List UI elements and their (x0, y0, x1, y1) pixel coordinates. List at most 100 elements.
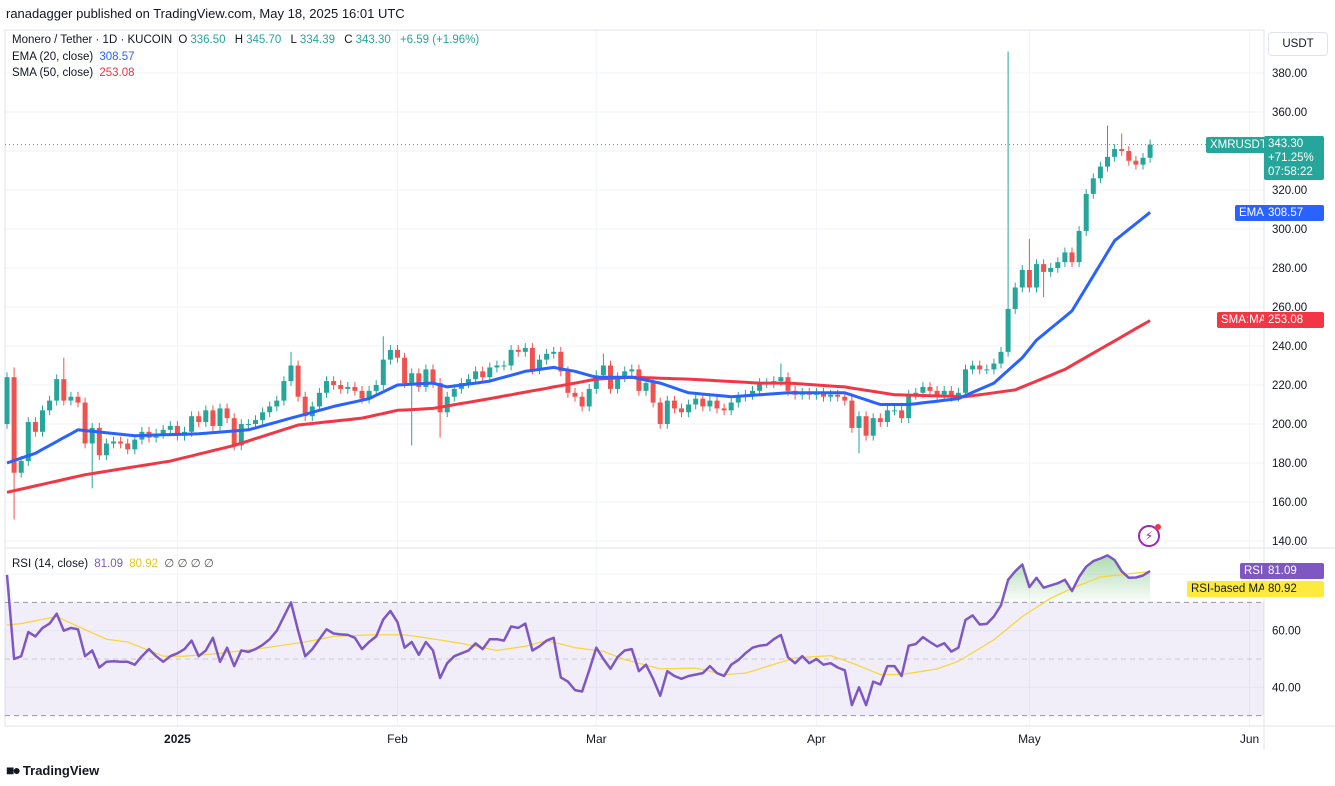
candle-body (884, 410, 890, 423)
candle-body (991, 363, 997, 370)
candle-body (380, 359, 386, 385)
sma-price-tag: 253.08 (1264, 312, 1324, 328)
sma-legend[interactable]: SMA (50, close) 253.08 (12, 67, 138, 79)
candle-body (870, 418, 876, 436)
candle-body (274, 400, 280, 407)
price-tick-label: 200.00 (1272, 419, 1307, 431)
candle-body (224, 408, 230, 419)
symbol-title[interactable]: Monero / Tether · 1D · KUCOIN (12, 34, 173, 46)
symbol-tag: XMRUSDT (1206, 137, 1271, 153)
candle-body (423, 369, 429, 387)
rsi-overbought-fill (7, 555, 1151, 603)
candle-body (863, 416, 869, 436)
sma-tag: SMA:MA (1217, 312, 1271, 328)
candle-body (359, 390, 365, 399)
ema-legend[interactable]: EMA (20, close) 308.57 (12, 51, 138, 63)
candles (4, 51, 1153, 520)
candle-body (1105, 156, 1110, 167)
price-tick-label: 300.00 (1272, 224, 1307, 236)
rsi-price-tag: 81.09 (1264, 563, 1324, 579)
candle-body (977, 365, 983, 370)
rsi-legend[interactable]: RSI (14, close) 81.09 80.92 ∅ ∅ ∅ ∅ (12, 556, 217, 570)
candle-body (324, 381, 329, 393)
candle-body (18, 461, 24, 473)
candle-body (735, 396, 741, 403)
candle-body (267, 406, 273, 413)
rsi-tag: RSI (1240, 563, 1268, 579)
candle-body (1090, 178, 1096, 194)
candle-body (118, 441, 124, 444)
candle-body (245, 424, 251, 425)
candle-body (515, 349, 521, 352)
candle-body (551, 351, 557, 354)
price-tick-label: 240.00 (1272, 341, 1307, 353)
candle-body (1069, 252, 1075, 263)
candle-body (82, 402, 88, 444)
candle-body (132, 439, 138, 450)
candle-body (103, 443, 109, 456)
candle-body (437, 383, 443, 413)
candle-body (61, 379, 67, 401)
candle-body (1083, 193, 1089, 231)
candle-body (572, 392, 578, 397)
candle-body (402, 357, 408, 384)
candle-body (899, 410, 905, 419)
candle-body (47, 400, 53, 411)
candle-body (1005, 308, 1011, 352)
lightning-icon[interactable]: ⚡ (1138, 524, 1161, 547)
candle-body (345, 386, 351, 389)
candle-body (295, 365, 301, 397)
price-tick-label: 360.00 (1272, 107, 1307, 119)
candle-body (1034, 264, 1039, 288)
candle-body (196, 416, 202, 423)
rsi-line (5, 554, 1151, 707)
candle-body (671, 400, 677, 409)
candle-body (750, 390, 755, 395)
candle-body (1048, 268, 1054, 272)
candle-body (828, 394, 834, 397)
ohlc-open: O 336.50 (178, 34, 226, 46)
candle-body (494, 365, 500, 368)
footer-brand[interactable]: ■● TradingView (6, 762, 99, 778)
candle-body (260, 412, 266, 421)
candle-body (395, 349, 400, 358)
publisher-line: ranadagger published on TradingView.com,… (6, 6, 405, 21)
candle-body (714, 400, 720, 409)
candle-body (558, 351, 564, 372)
candle-body (615, 377, 621, 389)
candle-body (1097, 166, 1103, 179)
candle-body (600, 365, 606, 376)
candle-body (338, 385, 344, 389)
candle-body (96, 427, 102, 456)
candle-body (409, 373, 415, 384)
candle-body (1140, 157, 1146, 165)
candle-body (1055, 262, 1061, 268)
candle-body (998, 351, 1004, 364)
candle-body (416, 373, 422, 387)
candle-body (721, 408, 727, 411)
candle-body (189, 416, 195, 432)
candle-body (487, 367, 493, 378)
candle-body (253, 420, 258, 424)
candle-body (1133, 160, 1139, 165)
candle-body (707, 400, 713, 407)
candle-body (387, 349, 393, 360)
candle-body (451, 388, 457, 397)
rsi-ma-price-tag: 80.92 (1264, 581, 1324, 597)
candle-body (210, 410, 216, 426)
ema-price-tag: 308.57 (1264, 205, 1324, 221)
candle-body (25, 422, 31, 462)
candle-body (842, 396, 848, 401)
candle-body (757, 383, 763, 391)
currency-unit-button[interactable]: USDT (1268, 32, 1328, 56)
candle-body (835, 394, 841, 397)
candle-body (4, 377, 10, 424)
candle-body (650, 383, 656, 403)
price-tick-label: 180.00 (1272, 458, 1307, 470)
candle-body (1026, 269, 1032, 288)
candle-body (160, 429, 166, 434)
percent-change: +71.25% (1268, 152, 1314, 164)
rsi-band (5, 601, 1264, 717)
